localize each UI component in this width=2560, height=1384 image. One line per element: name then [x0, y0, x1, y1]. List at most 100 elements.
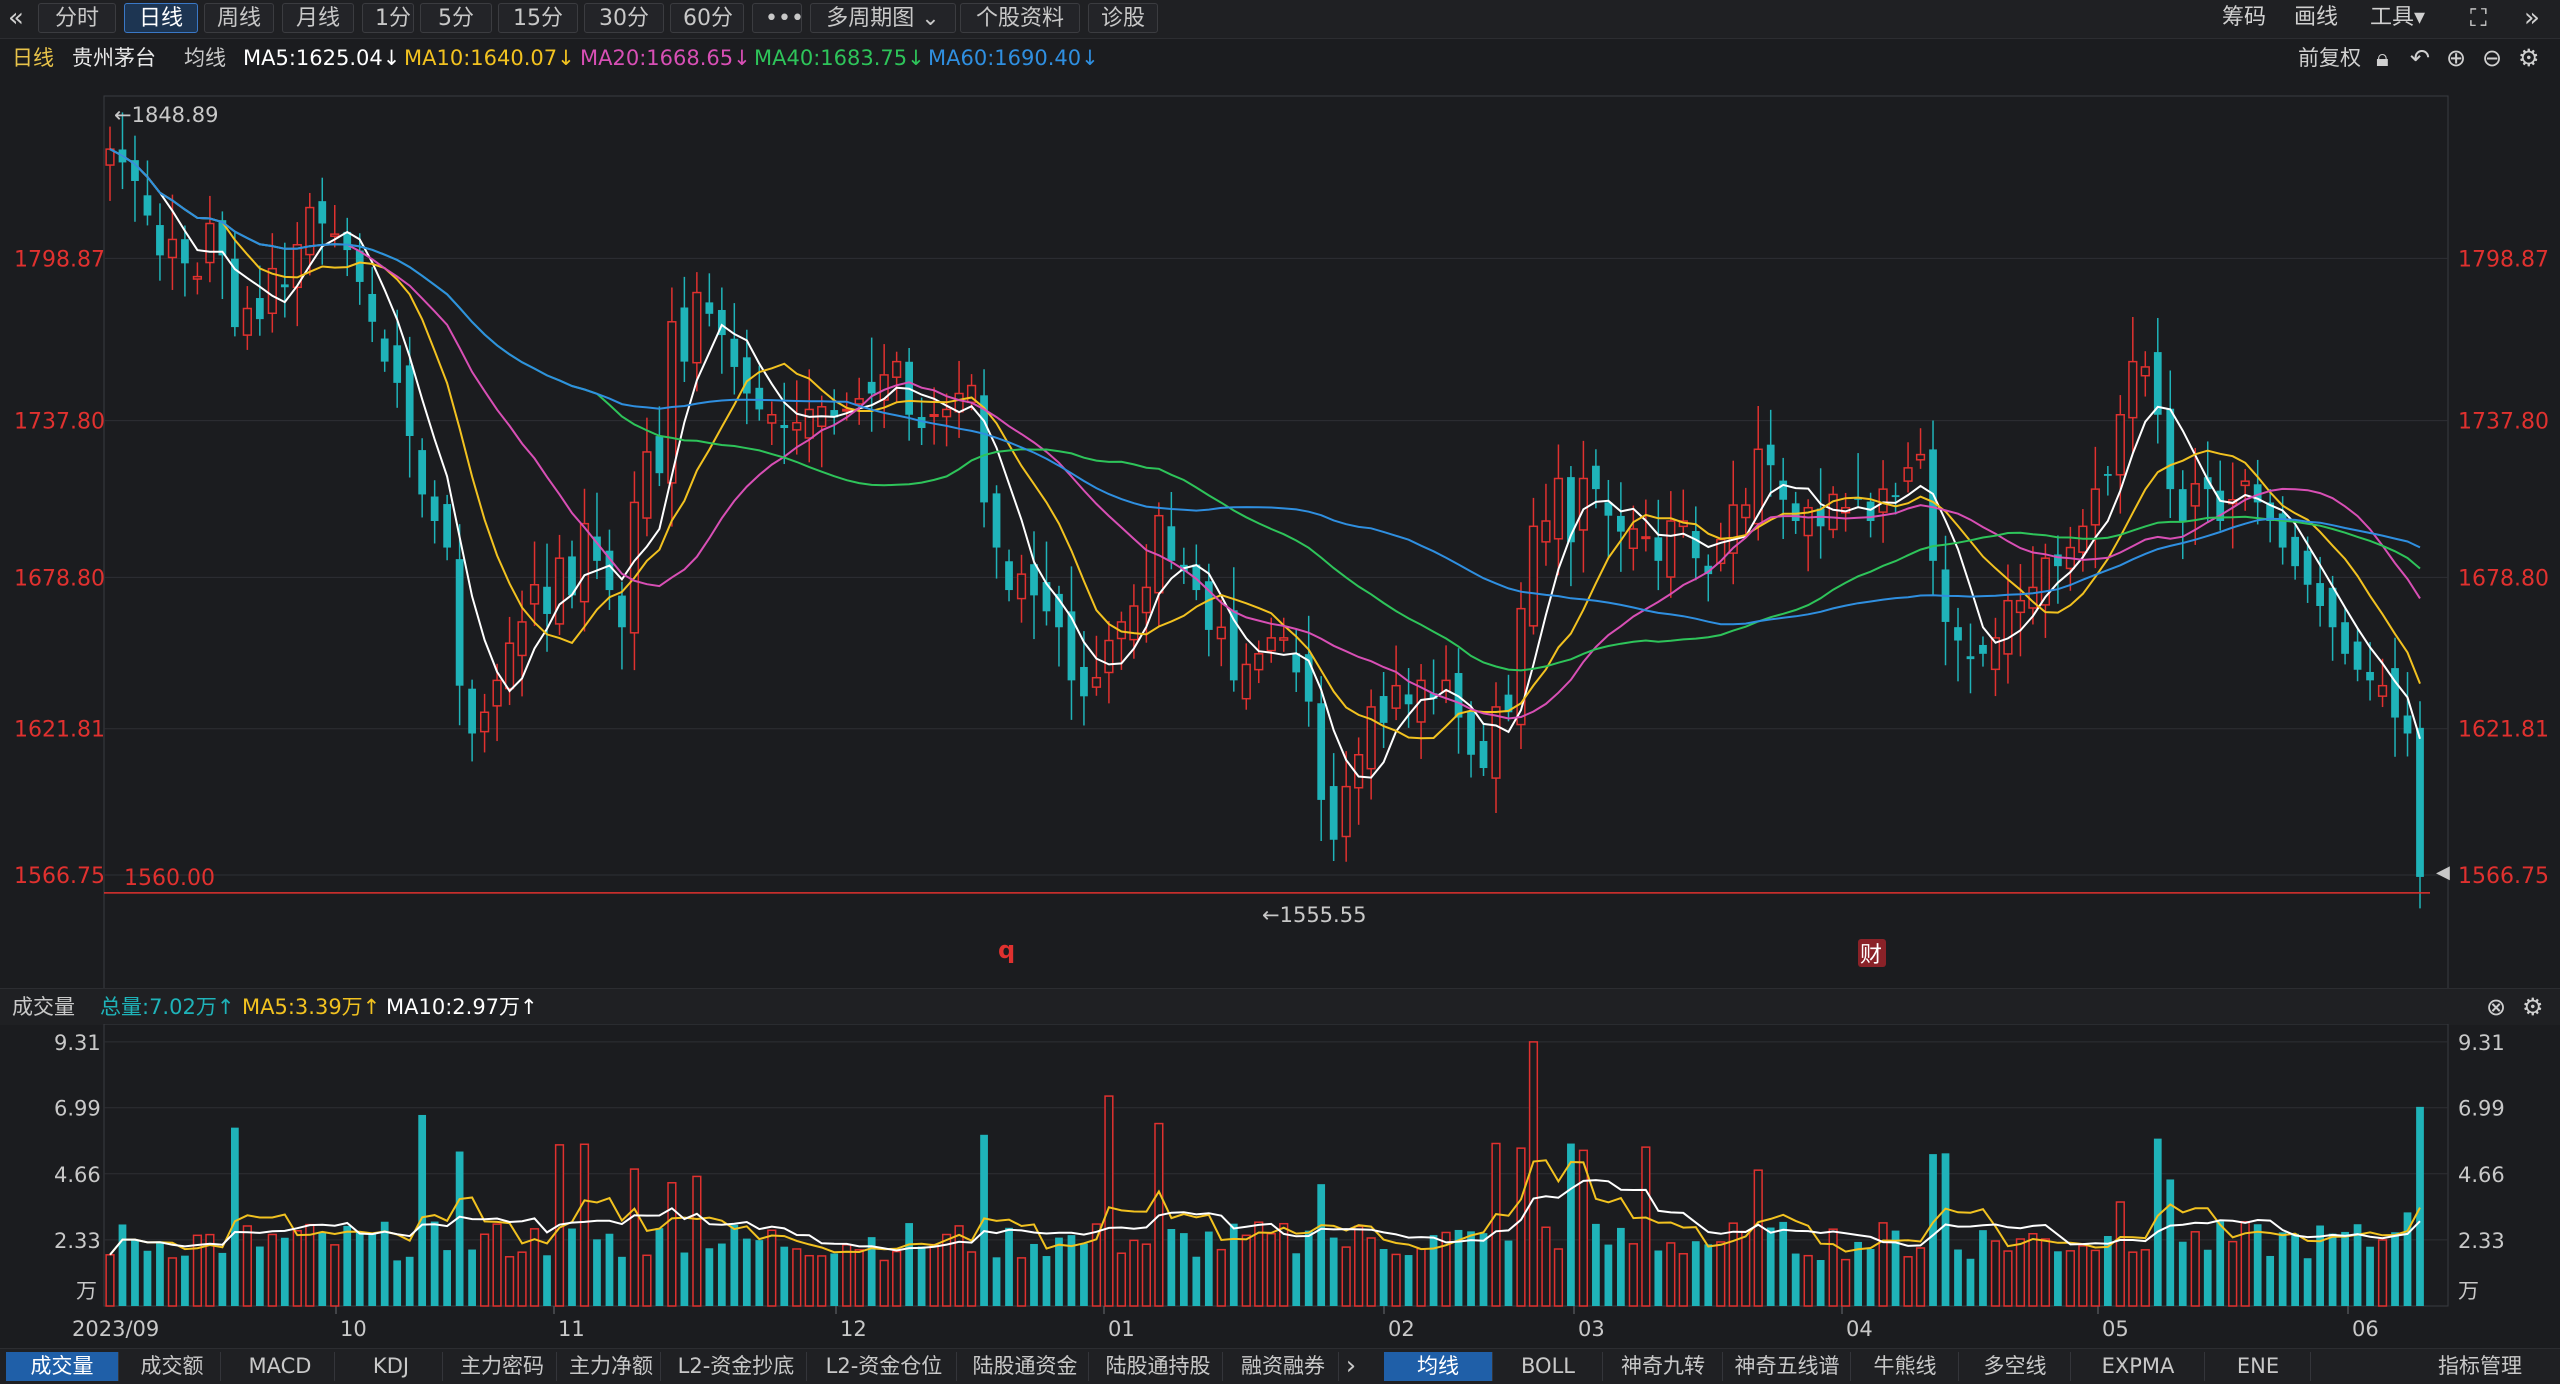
overlay-tab-6[interactable]: EXPMA — [2072, 1352, 2205, 1381]
candle-down — [1204, 581, 1213, 630]
adjust-mode-button[interactable]: 前复权 — [2298, 46, 2361, 70]
date-tick: 04 — [1846, 1317, 1873, 1341]
candle-down — [680, 307, 689, 362]
finance-marker[interactable]: 财 — [1860, 943, 1882, 968]
ma-title[interactable]: 均线 — [184, 46, 226, 70]
period-tab-6[interactable]: 15分 — [498, 3, 578, 33]
period-tab-7[interactable]: 30分 — [584, 3, 664, 33]
period-tab-3[interactable]: 月线 — [282, 3, 354, 33]
candle-down — [2316, 583, 2324, 606]
volume-bar-up — [2065, 1250, 2075, 1307]
period-tab-8[interactable]: 60分 — [670, 3, 744, 33]
volume-bar-down — [2416, 1106, 2424, 1306]
volume-bar-down — [1691, 1241, 1700, 1306]
candle-down — [1229, 610, 1238, 681]
overlay-tab-4[interactable]: 牛熊线 — [1852, 1352, 1959, 1381]
draw-line-button[interactable]: 画线 — [2294, 5, 2339, 30]
candle-up — [1216, 626, 1226, 640]
price-chart[interactable]: 1798.87 1798.87 1737.80 1737.80 1678.80 1678.… — [0, 78, 2560, 988]
indicator-tab-0[interactable]: 成交量 — [6, 1352, 119, 1381]
period-tab-5[interactable]: 5分 — [420, 3, 492, 33]
volume-bar-up — [479, 1233, 490, 1307]
volume-bar-down — [1055, 1237, 1063, 1306]
zoom-in-icon[interactable]: ⊕ — [2446, 44, 2467, 72]
chip-distribution-button[interactable]: 筹码 — [2222, 5, 2267, 30]
overlay-tab-2[interactable]: 神奇九转 — [1604, 1352, 1723, 1381]
candle-up — [1915, 453, 1926, 461]
lock-icon[interactable]: 🔒︎ — [2376, 44, 2389, 72]
overlay-tab-1[interactable]: BOLL — [1494, 1352, 1603, 1381]
volume-title[interactable]: 成交量 — [12, 995, 75, 1019]
tools-menu-button[interactable]: 工具▾ — [2370, 5, 2426, 30]
ma20-value: MA20:1668.65↓ — [580, 46, 751, 70]
indicator-tab-8[interactable]: 陆股通资金 — [962, 1352, 1089, 1381]
ma60-value: MA60:1690.40↓ — [928, 46, 1099, 70]
candle-down — [2366, 671, 2374, 681]
fullscreen-icon[interactable]: ⛶ — [2470, 4, 2487, 32]
candle-down — [830, 410, 839, 418]
period-tab-11[interactable]: 个股资料 — [960, 3, 1080, 33]
indicator-tab-2[interactable]: MACD — [226, 1352, 335, 1381]
finance-marker-bg[interactable] — [1858, 939, 1886, 967]
candle-down — [2203, 477, 2212, 490]
chevrons-right-icon[interactable]: » — [2524, 3, 2540, 33]
period-tab-1[interactable]: 日线 — [124, 3, 198, 33]
candle-up — [2015, 599, 2026, 614]
period-tab-4[interactable]: 1分 — [362, 3, 414, 33]
volume-bar-up — [1266, 1232, 1276, 1307]
volume-unit-left: 万 — [76, 1279, 97, 1303]
candle-up — [1491, 706, 1501, 779]
candle-down — [418, 450, 427, 495]
indicator-tab-7[interactable]: L2-资金仓位 — [812, 1352, 957, 1381]
indicator-tab-1[interactable]: 成交额 — [124, 1352, 221, 1381]
volume-bar-down — [181, 1255, 189, 1306]
min-price-label: ←1555.55 — [1262, 903, 1366, 927]
overlay-tab-0[interactable]: 均线 — [1384, 1352, 1493, 1381]
volume-bar-down — [1504, 1240, 1513, 1306]
volume-chart[interactable]: 9.31 9.31 6.99 6.99 4.66 4.66 2.33 2.33 万 万 2023/0… — [0, 1024, 2560, 1346]
indicator-tab-6[interactable]: L2-资金抄底 — [666, 1352, 807, 1381]
indicator-tab-10[interactable]: 融资融券 — [1228, 1352, 1339, 1381]
zoom-out-icon[interactable]: ⊖ — [2482, 44, 2503, 72]
candle-down — [1691, 531, 1700, 559]
overlay-tab-5[interactable]: 多空线 — [1960, 1352, 2071, 1381]
volume-bar-down — [830, 1253, 839, 1306]
close-circle-icon[interactable]: ⊗ — [2486, 993, 2507, 1021]
date-tick: 11 — [558, 1317, 585, 1341]
volume-bar-up — [2078, 1245, 2088, 1307]
volume-bar-down — [2153, 1138, 2162, 1306]
volume-ma5: MA5:3.39万↑ — [242, 995, 381, 1019]
candle-down — [1042, 582, 1051, 612]
stock-name[interactable]: 贵州茅台 — [72, 46, 156, 70]
volume-legend: 成交量 总量:7.02万↑ MA5:3.39万↑ MA10:2.97万↑ ⊗ ⚙ — [0, 988, 2560, 1025]
indicator-tab-3[interactable]: KDJ — [340, 1352, 443, 1381]
volume-bar-down — [1030, 1243, 1038, 1306]
volume-bar-down — [405, 1256, 414, 1306]
indicator-tab-9[interactable]: 陆股通持股 — [1094, 1352, 1223, 1381]
volume-bar-up — [192, 1234, 203, 1307]
volume-bar-down — [705, 1248, 714, 1306]
chevrons-left-icon[interactable]: « — [8, 3, 24, 33]
candle-up — [1279, 637, 1289, 641]
volume-bar-up — [1104, 1095, 1114, 1307]
volume-bar-up — [2090, 1249, 2100, 1307]
indicator-tab-5[interactable]: 主力净额 — [562, 1352, 661, 1381]
indicator-manage-button[interactable]: 指标管理 — [2438, 1354, 2522, 1378]
chevron-right-icon[interactable]: › — [1345, 1351, 1357, 1381]
undo-icon[interactable]: ↶ — [2410, 44, 2431, 72]
candle-up — [205, 222, 215, 264]
indicator-tab-4[interactable]: 主力密码 — [448, 1352, 557, 1381]
period-tab-12[interactable]: 诊股 — [1088, 3, 1158, 33]
period-tab-0[interactable]: 分时 — [38, 3, 116, 33]
period-tab-2[interactable]: 周线 — [204, 3, 274, 33]
period-tab-10[interactable]: 多周期图 ⌄ — [810, 3, 956, 33]
volume-bar-down — [2253, 1224, 2262, 1306]
period-tab-9[interactable]: ••• — [752, 3, 804, 33]
date-tick: 03 — [1578, 1317, 1605, 1341]
gear-icon[interactable]: ⚙ — [2518, 44, 2540, 72]
overlay-tab-7[interactable]: ENE — [2206, 1352, 2311, 1381]
gear-icon[interactable]: ⚙ — [2522, 993, 2544, 1021]
ma10-line — [109, 148, 2421, 740]
overlay-tab-3[interactable]: 神奇五线谱 — [1724, 1352, 1851, 1381]
event-marker-q[interactable]: q — [998, 936, 1015, 964]
